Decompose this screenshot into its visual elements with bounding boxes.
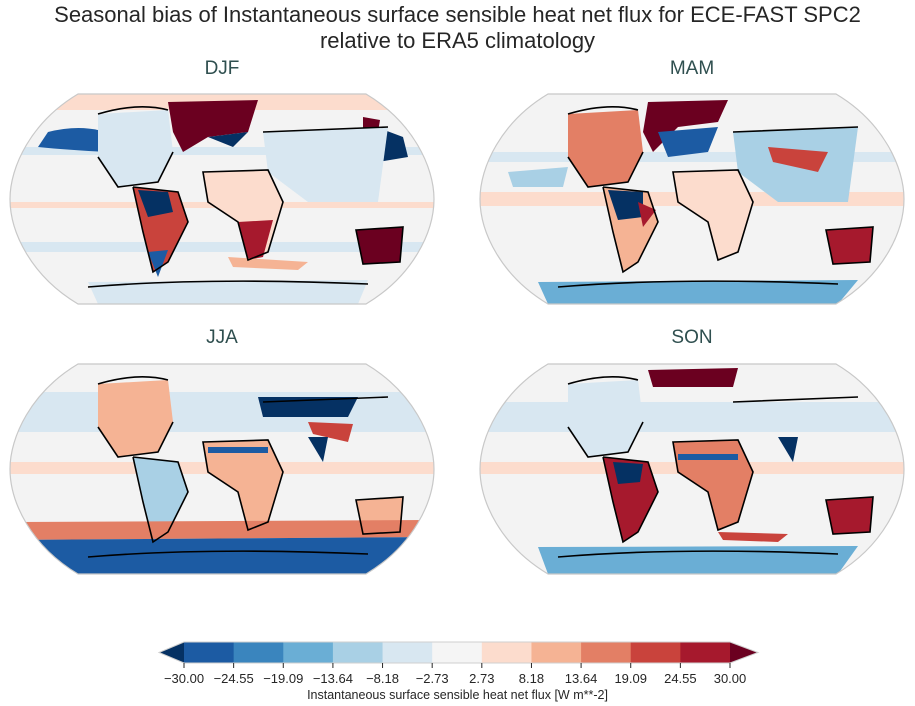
colorbar-tick-label: 13.64 [564,671,598,686]
colorbar-label: Instantaneous surface sensible heat net … [307,688,608,702]
colorbar-swatch [630,642,681,663]
colorbar-swatch [233,642,284,663]
colorbar-tick-label: 30.00 [713,671,747,686]
colorbar-swatches [157,641,760,668]
panel-title-jja: JJA [206,327,238,348]
colorbar-tick-label: 24.55 [664,671,697,686]
map-jja [8,362,436,576]
colorbar-swatch [432,642,483,663]
colorbar-tick-label: −2.73 [415,671,449,686]
map-mam [478,92,906,306]
figure-title-line2: relative to ERA5 climatology [319,28,596,53]
colorbar-tick-label: −19.09 [263,671,304,686]
colorbar-tick-label: 19.09 [614,671,647,686]
colorbar-tick-label: −24.55 [213,671,254,686]
figure-title: Seasonal bias of Instantaneous surface s… [0,2,915,54]
colorbar-tick-label: −13.64 [312,671,353,686]
panel-title-mam: MAM [669,58,715,79]
colorbar-swatch [283,642,334,663]
colorbar-swatch [184,642,235,663]
colorbar-swatch [680,642,731,663]
panel-title-son: SON [671,327,713,348]
colorbar [155,640,765,670]
colorbar-swatch [581,642,632,663]
colorbar-tick-label: 8.18 [518,671,545,686]
colorbar-swatch [481,642,532,663]
colorbar-swatch [531,642,582,663]
panel-title-djf: DJF [204,58,240,79]
figure-title-line1: Seasonal bias of Instantaneous surface s… [54,2,861,27]
colorbar-under-arrow [159,642,184,663]
colorbar-tick-label: 2.73 [469,671,495,686]
map-djf [8,92,436,306]
colorbar-over-arrow [730,642,758,663]
map-son [478,362,906,576]
colorbar-tick-label: −30.00 [163,671,205,686]
colorbar-tick-label: −8.18 [366,671,399,686]
colorbar-swatch [382,642,433,663]
colorbar-swatch [332,642,384,663]
